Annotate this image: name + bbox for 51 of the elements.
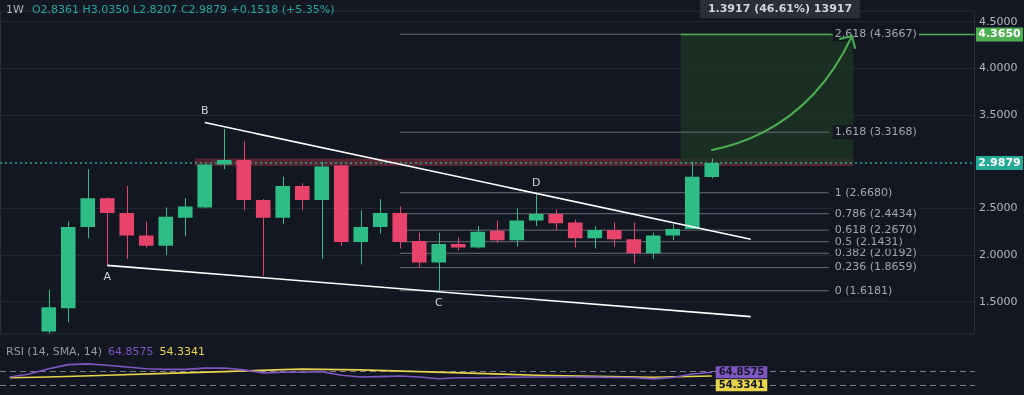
ref-line-label: 1.618 (3.3168) — [834, 125, 917, 139]
ref-line-label: 2.9879 — [978, 155, 1021, 169]
candlestick — [431, 232, 447, 292]
candlestick — [255, 198, 271, 277]
y-tick-label: 2.0000 — [979, 247, 1018, 261]
candlestick — [704, 158, 720, 179]
ref-line-label: 0.382 (2.0192) — [834, 246, 917, 260]
candlestick — [489, 220, 505, 244]
annotation: A — [103, 270, 112, 284]
candlestick — [470, 225, 486, 250]
annotation: C — [434, 295, 443, 309]
candlestick — [119, 185, 135, 260]
text: 54.3341 — [159, 344, 205, 358]
data-label: 64.8575 — [718, 365, 765, 377]
chart-title: RSI (14, SMA, 14) — [6, 344, 102, 358]
ref-line-label: 0 (1.6181) — [834, 283, 893, 297]
candlestick — [138, 220, 154, 249]
y-tick-label: 4.5000 — [979, 14, 1018, 28]
candlestick — [99, 196, 115, 266]
ref-line-label: 0.618 (2.2670) — [834, 223, 917, 237]
candlestick — [587, 225, 603, 250]
ref-line-label: 2.618 (4.3667) — [834, 27, 917, 41]
annotation: 1.3917 (46.61%) 13917 — [707, 1, 853, 15]
y-tick-label: 1.5000 — [979, 294, 1018, 308]
y-tick-label: 3.5000 — [979, 107, 1018, 121]
chart-title: 1W — [6, 2, 24, 16]
candlestick — [548, 208, 564, 231]
candlestick — [177, 197, 193, 237]
candlestick — [645, 232, 661, 260]
annotation: D — [532, 176, 541, 190]
candlestick — [626, 221, 642, 264]
candlestick — [411, 232, 427, 268]
candlestick — [567, 219, 583, 249]
annotation: B — [200, 104, 209, 118]
ref-line-label: 0.786 (2.4434) — [834, 206, 917, 220]
candlestick — [294, 182, 310, 211]
chart-subtitle: O2.8361 H3.0350 L2.8207 C2.9879 +0.1518 (+5.35%) — [31, 2, 335, 16]
y-tick-label: 4.0000 — [979, 61, 1018, 75]
ref-line-label: 1 (2.6680) — [834, 185, 893, 199]
candlestick — [372, 198, 388, 235]
ref-line-label: 0.236 (1.8659) — [834, 260, 917, 274]
candlestick — [353, 209, 369, 265]
candlestick — [606, 221, 622, 248]
ref-line-label: 4.3650 — [978, 27, 1022, 41]
text: 64.8575 — [107, 344, 154, 358]
candlestick — [509, 207, 525, 248]
candlestick — [216, 128, 232, 170]
data-label: 54.3341 — [718, 378, 765, 390]
candlestick — [528, 193, 544, 227]
y-tick-label: 2.5000 — [979, 201, 1018, 215]
ref-line-label: 0.5 (2.1431) — [834, 234, 903, 248]
